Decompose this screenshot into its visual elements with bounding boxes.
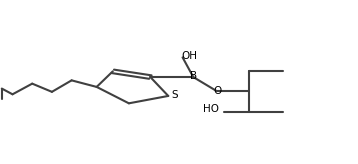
Text: HO: HO bbox=[203, 104, 218, 114]
Text: B: B bbox=[190, 72, 198, 81]
Text: S: S bbox=[171, 90, 178, 100]
Text: O: O bbox=[213, 86, 222, 96]
Text: OH: OH bbox=[182, 51, 198, 61]
